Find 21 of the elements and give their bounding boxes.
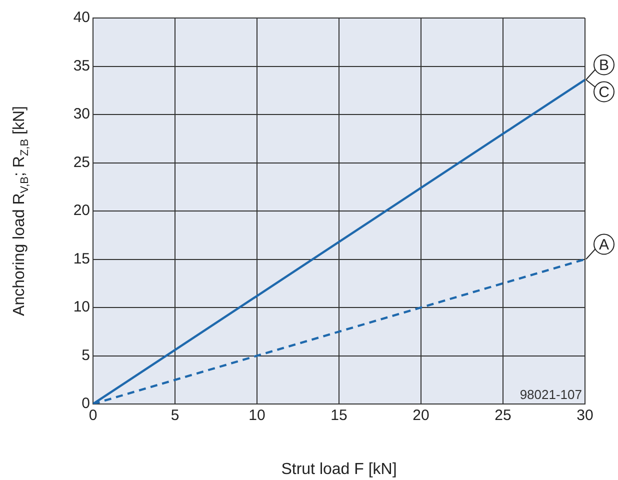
y-tick-label: 40: [73, 9, 90, 26]
x-tick-label: 30: [576, 407, 594, 424]
y-tick-label: 0: [82, 395, 90, 412]
y-tick-label: 30: [73, 106, 90, 123]
y-axis-title: Anchoring load RV,B; RZ,B [kN]: [11, 106, 31, 316]
series-label: B: [598, 56, 610, 74]
x-tick-label: 15: [330, 407, 348, 424]
y-tick-label: 35: [73, 57, 90, 74]
series-label: A: [598, 236, 610, 254]
y-tick-label: 20: [73, 202, 90, 220]
annotation: 98021-107: [520, 387, 582, 402]
x-tick-label: 10: [248, 407, 266, 424]
x-tick-label: 20: [412, 407, 430, 424]
x-axis-title: Strut load F [kN]: [281, 461, 397, 478]
y-tick-label: 5: [82, 346, 90, 364]
x-tick-label: 25: [494, 407, 512, 424]
y-tick-label: 10: [73, 298, 90, 316]
y-tick-label: 15: [73, 250, 90, 268]
annotation: C: [598, 84, 610, 101]
x-tick-label: 5: [170, 407, 180, 424]
y-tick-label: 25: [73, 154, 90, 171]
